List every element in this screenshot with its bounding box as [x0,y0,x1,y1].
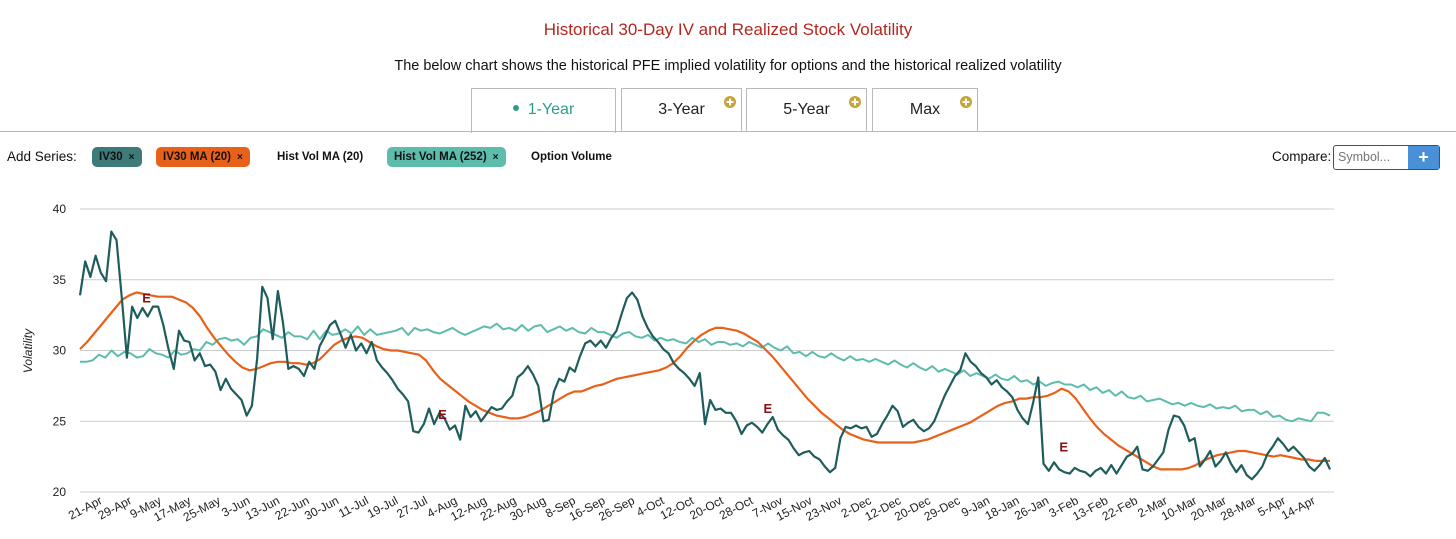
chart-subtitle: The below chart shows the historical PFE… [394,58,1062,74]
series-option-option-volume[interactable]: Option Volume [531,151,612,163]
series-chip-iv30[interactable]: IV30 × [92,147,142,167]
x-tick-label: 19-Jul [365,493,400,521]
premium-plus-icon [960,96,972,108]
y-tick-label: 40 [53,202,67,216]
series-option-hist-vol-ma-20[interactable]: Hist Vol MA (20) [277,151,364,163]
earnings-markers: E E E E [142,291,1068,455]
compare-label: Compare: [1272,149,1332,164]
y-tick-labels: 20 25 30 35 40 [53,202,67,499]
y-tick-label: 30 [53,344,67,358]
x-tick-label: 26-Jan [1012,493,1051,523]
premium-plus-icon [849,96,861,108]
premium-plus-icon [724,96,736,108]
tab-5-year[interactable]: 5-Year [746,88,867,131]
remove-icon[interactable]: × [128,152,135,163]
series-chip-iv30-ma[interactable]: IV30 MA (20) × [156,147,250,167]
x-tick-label: 14-Apr [1279,493,1317,522]
series-lines [78,230,1332,481]
earnings-marker[interactable]: E [438,407,447,422]
tab-label: 3-Year [658,101,705,118]
x-tick-label: 27-Jul [394,493,429,521]
y-tick-label: 35 [53,273,67,287]
chip-label: Hist Vol MA (252) [394,151,487,163]
add-series-label: Add Series: [7,149,77,164]
chip-label: IV30 [99,151,123,163]
tab-baseline-divider [0,131,1456,132]
x-tick-labels: 21-Apr29-Apr9-May17-May25-May3-Jun13-Jun… [66,493,1317,524]
tab-label: Max [909,101,941,118]
y-axis-label: Volatility [21,328,35,373]
remove-icon[interactable]: × [236,152,243,163]
tab-3-year[interactable]: 3-Year [621,88,742,131]
series-chip-hist-vol-ma-252[interactable]: Hist Vol MA (252) × [387,147,506,167]
remove-icon[interactable]: × [492,152,499,163]
chart-title: Historical 30-Day IV and Realized Stock … [543,20,913,39]
tab-label: 1-Year [527,101,575,118]
active-dot-icon [512,104,519,111]
tab-label: 5-Year [783,101,830,118]
tab-1-year[interactable]: 1-Year [471,88,616,133]
hist-vol-ma-252-line [80,322,1331,423]
iv30-line [78,230,1332,481]
compare-symbol-input[interactable] [1334,146,1410,167]
volatility-chart: 20 25 30 35 40 Volatility E E E E 21-Apr29-Apr9… [21,202,1334,524]
tab-max[interactable]: Max [872,88,978,131]
x-tick-label: 11-Jul [336,493,371,520]
y-tick-label: 25 [53,414,67,428]
earnings-marker[interactable]: E [764,401,773,416]
earnings-marker[interactable]: E [142,291,151,306]
compare-box: + [1333,145,1440,170]
grid-lines [80,208,1334,493]
earnings-marker[interactable]: E [1059,439,1068,454]
chip-label: IV30 MA (20) [163,151,231,163]
iv30-ma-line [79,291,1330,471]
y-tick-label: 20 [53,485,67,499]
compare-add-button[interactable]: + [1408,146,1439,169]
